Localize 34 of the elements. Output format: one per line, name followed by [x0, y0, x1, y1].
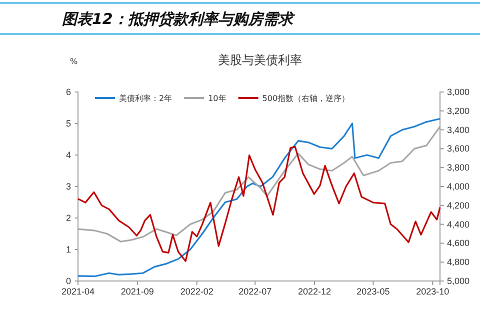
y2-tick-label: 4,600 — [447, 238, 470, 248]
y-tick-label: 2 — [66, 213, 71, 223]
legend-label: 10年 — [208, 94, 226, 103]
y2-tick-label: 3,000 — [447, 87, 470, 97]
legend-label: 美债利率：2年 — [119, 94, 172, 103]
y2-tick-label: 4,200 — [447, 200, 470, 210]
y2-tick-label: 4,400 — [447, 219, 470, 230]
legend-label: 500指数（右轴，逆序） — [262, 94, 350, 103]
y-axis-title: % — [70, 57, 78, 66]
chart-title: 图表12：抵押贷款利率与购房需求 — [62, 10, 296, 28]
y2-tick-label: 4,000 — [447, 182, 470, 192]
y-tick-label: 1 — [66, 244, 71, 254]
y2-tick-label: 4,800 — [447, 257, 470, 268]
y2-tick-label: 3,800 — [447, 162, 470, 173]
y-tick-label: 5 — [66, 118, 71, 128]
x-tick-label: 2023-05 — [356, 286, 390, 296]
x-tick-label: 2023-10 — [416, 286, 450, 296]
y-tick-label: 3 — [66, 182, 71, 192]
x-tick-label: 2022-12 — [298, 286, 332, 296]
y-tick-label: 4 — [66, 150, 71, 160]
y2-tick-label: 5,000 — [447, 276, 470, 286]
y2-tick-label: 3,600 — [447, 144, 470, 154]
y-tick-label: 0 — [66, 276, 71, 286]
x-tick-label: 2021-04 — [61, 286, 95, 296]
x-tick-label: 2021-09 — [120, 286, 154, 296]
chart-subtitle: 美股与美债利率 — [218, 53, 302, 67]
y2-tick-label: 3,400 — [447, 124, 470, 135]
x-tick-label: 2022-02 — [180, 286, 214, 296]
line-series — [77, 146, 441, 262]
y-tick-label: 6 — [66, 87, 71, 97]
y2-tick-label: 3,200 — [447, 106, 470, 116]
line-series — [77, 126, 441, 242]
line-series — [77, 118, 441, 278]
x-tick-label: 2022-07 — [238, 286, 272, 296]
